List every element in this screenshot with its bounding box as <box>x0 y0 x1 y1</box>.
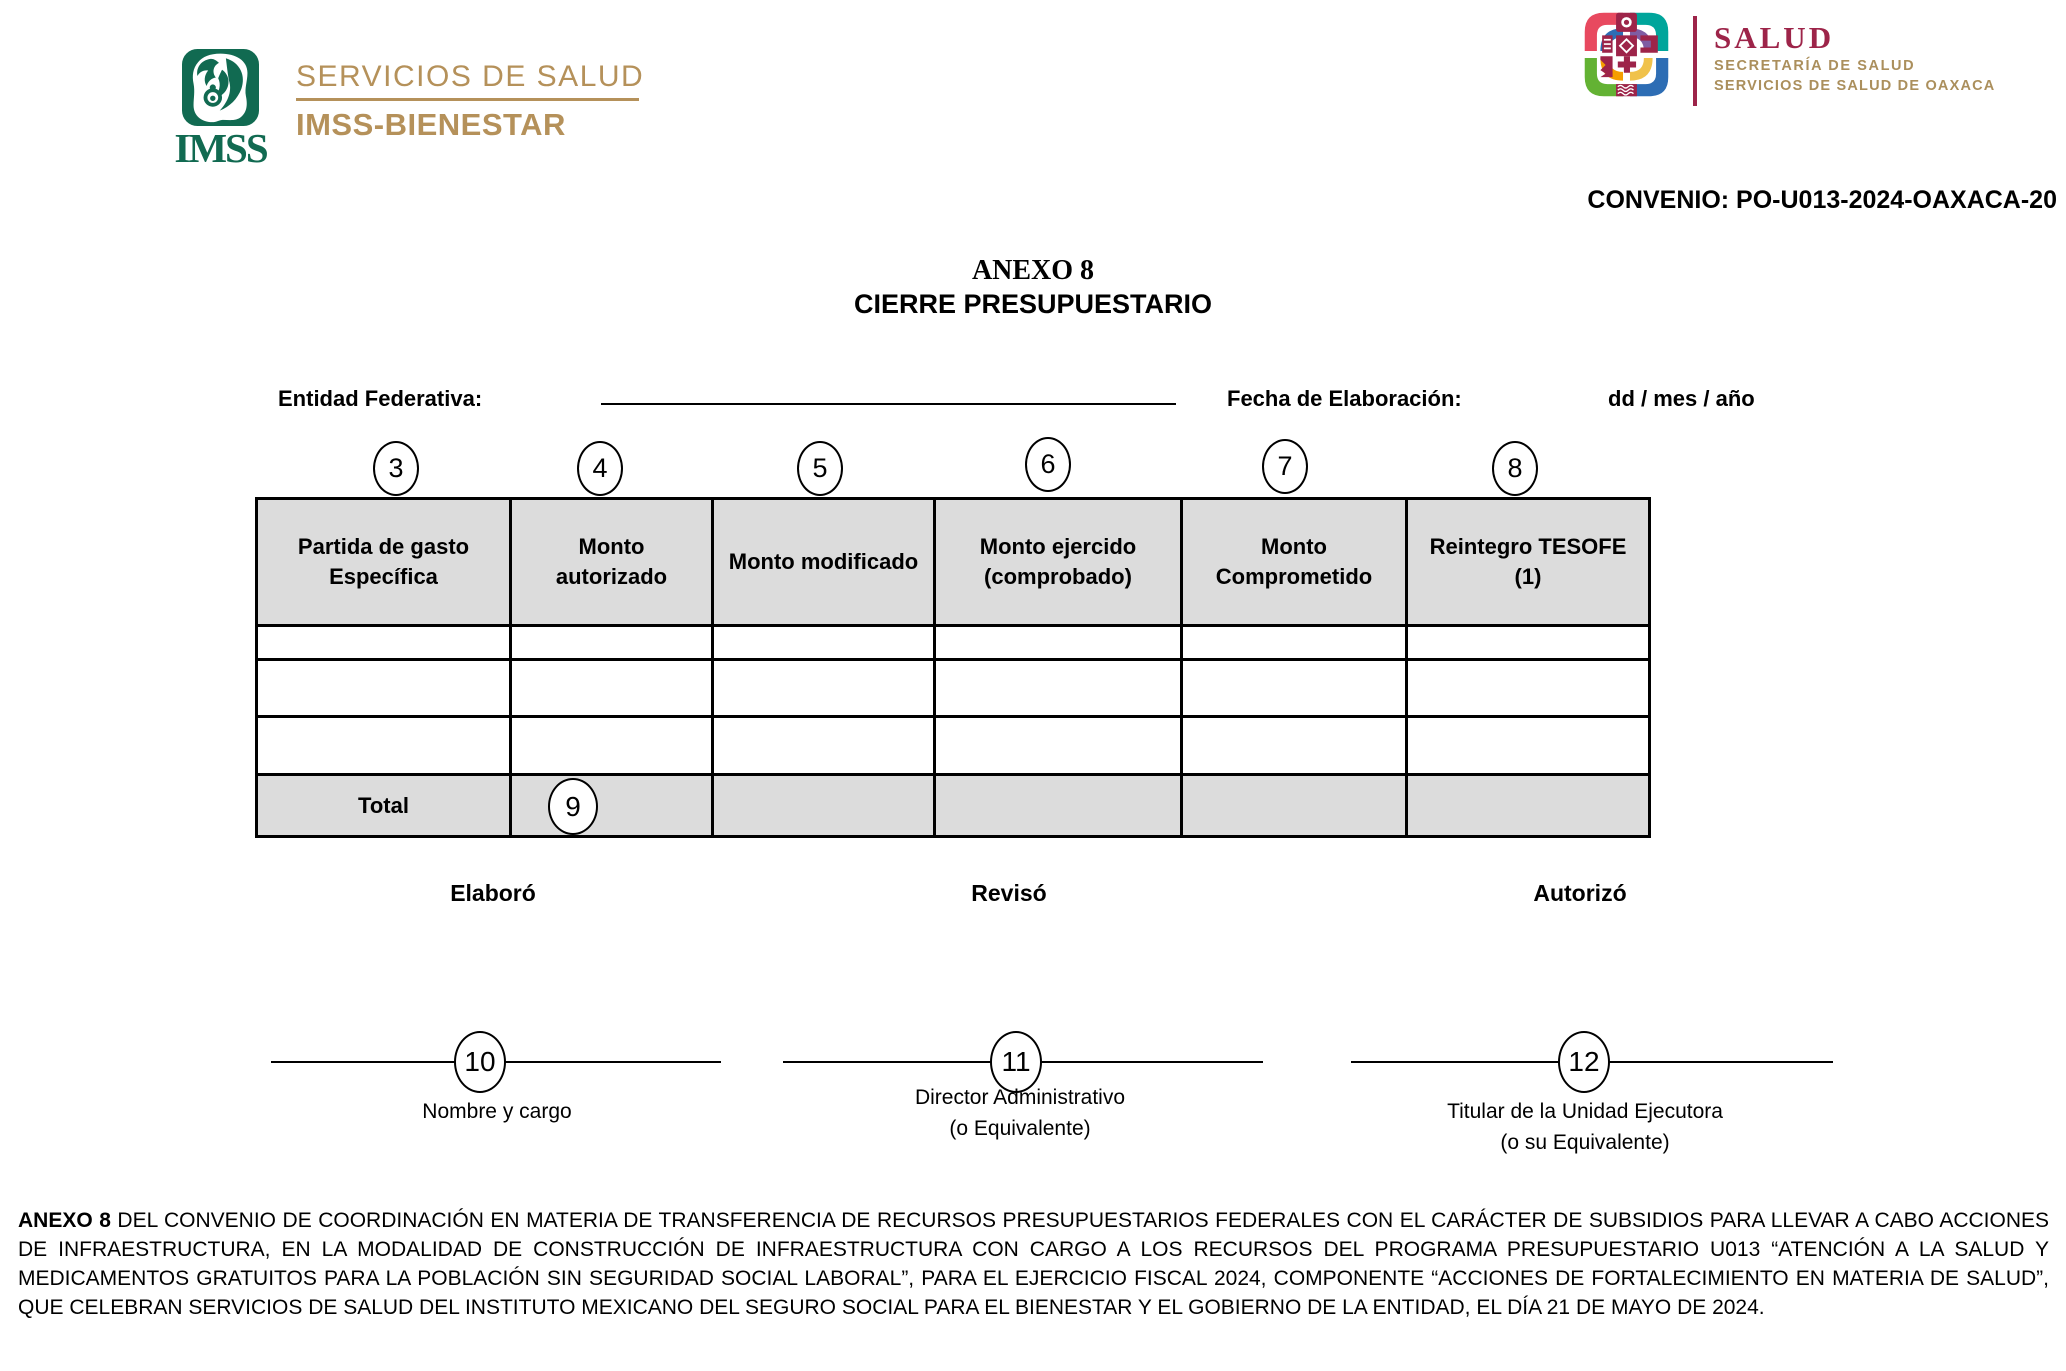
footer-body-text: DEL CONVENIO DE COORDINACIÓN EN MATERIA … <box>18 1209 2050 1319</box>
page-title: CIERRE PRESUPUESTARIO <box>853 289 1213 319</box>
entidad-federativa-blank-line <box>601 380 1176 405</box>
signature-ref-circle-12: 12 <box>1558 1031 1610 1093</box>
empty-row-1 <box>255 624 1651 661</box>
role-elaboro: Elaboró <box>450 880 536 906</box>
entidad-federativa-label: Entidad Federativa: <box>278 386 483 411</box>
signature-caption-line: Nombre y cargo <box>422 1100 572 1123</box>
total-label: Total <box>255 773 512 838</box>
fecha-elaboracion-label: Fecha de Elaboración: <box>1227 386 1462 411</box>
footer-bold-lead: ANEXO 8 <box>18 1209 111 1232</box>
empty-cell <box>933 715 1183 776</box>
total-row: Total 9 <box>255 773 1651 838</box>
servicios-de-salud-label: SERVICIOS DE SALUD <box>296 60 645 93</box>
header-cell-ejercido: Monto ejercido (comprobado) <box>933 497 1183 627</box>
empty-cell <box>933 658 1183 718</box>
empty-cell <box>1180 658 1408 718</box>
fecha-format-hint: dd / mes / año <box>1608 386 1755 411</box>
empty-cell <box>1405 773 1651 838</box>
signature-caption-line: Director Administrativo <box>914 1086 1126 1109</box>
empty-cell <box>509 624 714 661</box>
empty-cell <box>1405 658 1651 718</box>
role-autorizo: Autorizó <box>1533 880 1627 906</box>
annex-title: ANEXO 8 <box>971 255 1095 286</box>
oaxaca-mosaic-icon <box>1583 11 1670 98</box>
signature-caption-3: Titular de la Unidad Ejecutora (o su Equ… <box>1375 1096 1795 1158</box>
budget-table: Partida de gasto Específica Monto autori… <box>255 497 1651 838</box>
empty-row-3 <box>255 715 1651 776</box>
empty-cell <box>1180 624 1408 661</box>
empty-cell <box>509 658 714 718</box>
empty-cell <box>711 658 936 718</box>
empty-cell <box>711 773 936 838</box>
empty-cell <box>255 624 512 661</box>
empty-cell <box>1405 624 1651 661</box>
empty-cell <box>1405 715 1651 776</box>
signature-caption-line: Titular de la Unidad Ejecutora <box>1447 1100 1723 1123</box>
column-ref-circle-5: 5 <box>797 441 843 496</box>
imss-bienestar-label: IMSS-BIENESTAR <box>296 107 566 142</box>
empty-cell <box>933 773 1183 838</box>
header-cell-autorizado: Monto autorizado <box>509 497 714 627</box>
empty-cell <box>255 715 512 776</box>
total-ref-circle-9: 9 <box>548 778 598 834</box>
total-ref-cell: 9 <box>509 773 714 838</box>
empty-row-2 <box>255 658 1651 718</box>
column-ref-circle-6: 6 <box>1025 437 1071 492</box>
signature-caption-2: Director Administrativo (o Equivalente) <box>810 1082 1230 1144</box>
empty-cell <box>711 624 936 661</box>
role-reviso: Revisó <box>971 880 1047 906</box>
empty-cell <box>1180 715 1408 776</box>
imss-eagle-icon <box>182 49 259 126</box>
column-ref-circle-8: 8 <box>1492 441 1538 496</box>
gold-divider <box>296 98 639 101</box>
empty-cell <box>711 715 936 776</box>
empty-cell <box>255 658 512 718</box>
header-cell-reintegro: Reintegro TESOFE (1) <box>1405 497 1651 627</box>
footer-paragraph: ANEXO 8 DEL CONVENIO DE COORDINACIÓN EN … <box>18 1206 2049 1322</box>
secretaria-de-salud-label: SECRETARÍA DE SALUD <box>1714 58 1916 74</box>
empty-cell <box>509 715 714 776</box>
column-ref-circle-3: 3 <box>373 441 419 496</box>
header-cell-partida: Partida de gasto Específica <box>255 497 512 627</box>
column-ref-circle-4: 4 <box>577 441 623 496</box>
empty-cell <box>1180 773 1408 838</box>
signature-caption-line: (o su Equivalente) <box>1500 1131 1670 1154</box>
salud-wordmark: SALUD <box>1714 20 1835 55</box>
logo-divider-bar <box>1693 16 1697 106</box>
header-row: Partida de gasto Específica Monto autori… <box>255 497 1651 627</box>
imss-wordmark: IMSS <box>174 125 268 171</box>
column-ref-circle-7: 7 <box>1262 439 1308 494</box>
header-cell-comprometido: Monto Comprometido <box>1180 497 1408 627</box>
signature-ref-circle-11: 11 <box>990 1031 1042 1093</box>
empty-cell <box>933 624 1183 661</box>
signature-caption-1: Nombre y cargo <box>287 1096 707 1127</box>
header-cell-modificado: Monto modificado <box>711 497 936 627</box>
signature-ref-circle-10: 10 <box>454 1031 506 1093</box>
servicios-salud-oaxaca-label: SERVICIOS DE SALUD DE OAXACA <box>1714 78 1996 94</box>
signature-caption-line: (o Equivalente) <box>949 1117 1091 1140</box>
convenio-number: CONVENIO: PO-U013-2024-OAXACA-20 <box>1587 186 2057 214</box>
